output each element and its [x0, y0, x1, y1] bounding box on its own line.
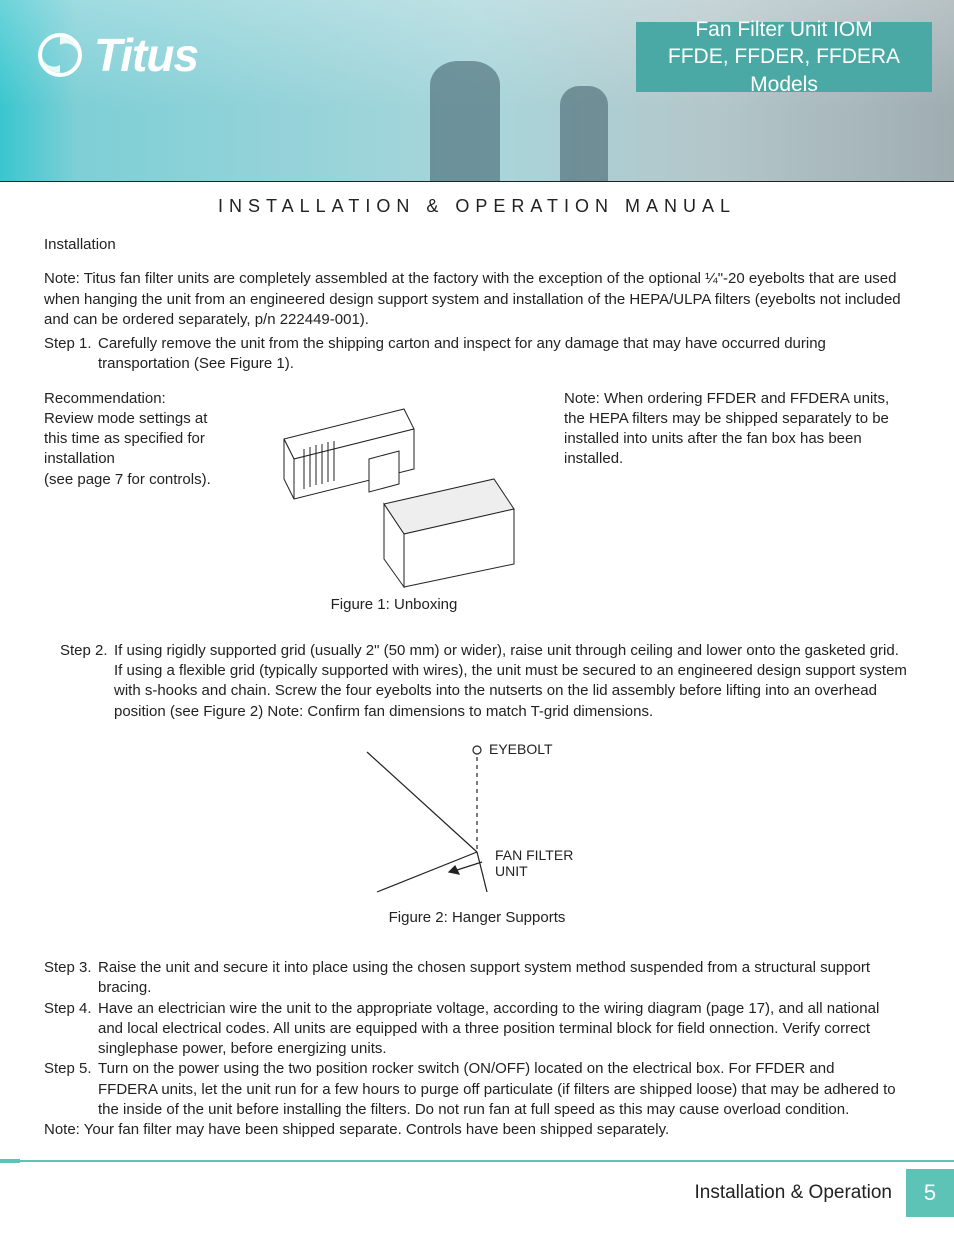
step-5: Step 5. Turn on the power using the two … [44, 1059, 910, 1079]
fig2-unit-label-l2: UNIT [495, 863, 528, 879]
footer-rule [20, 1160, 954, 1162]
fig2-eyebolt-label: EYEBOLT [489, 741, 553, 757]
swirl-icon [36, 31, 84, 79]
section-title: INSTALLATION & OPERATION MANUAL [0, 196, 954, 217]
figure1-row: Recommendation: Review mode settings at … [44, 389, 910, 615]
step3-cont: bracing. [98, 978, 910, 998]
installation-heading: Installation [44, 235, 910, 255]
header-banner: Titus Fan Filter Unit IOM FFDE, FFDER, F… [0, 0, 954, 182]
step4-text: Have an electrician wire the unit to the… [98, 999, 910, 1019]
step3-text: Raise the unit and secure it into place … [98, 958, 910, 978]
order-note: Note: When ordering FFDER and FFDERA uni… [554, 389, 910, 615]
footer-text: Installation & Operation [694, 1182, 892, 1204]
step4-label: Step 4. [44, 999, 98, 1019]
brand-text: Titus [94, 28, 198, 82]
step-1: Step 1. Carefully remove the unit from t… [44, 334, 910, 354]
step1-label: Step 1. [44, 334, 98, 354]
content-body: Installation Note: Titus fan filter unit… [0, 235, 954, 1140]
fig2-unit-label-l1: FAN FILTER [495, 847, 573, 863]
step2-text: If using rigidly supported grid (usually… [114, 641, 910, 722]
brand-logo: Titus [36, 28, 198, 82]
intro-note: Note: Titus fan filter units are complet… [44, 269, 910, 330]
page-number: 5 [906, 1169, 954, 1217]
figure2-hanger-diagram: EYEBOLT FAN FILTER UNIT [327, 732, 627, 902]
step1-text: Carefully remove the unit from the shipp… [98, 334, 910, 354]
step-2: Step 2. If using rigidly supported grid … [60, 641, 910, 722]
figure1-unboxing-diagram [254, 389, 534, 589]
step1-cont: transportation (See Figure 1). [98, 354, 910, 374]
step4-cont: and local electrical codes. All units ar… [98, 1019, 910, 1060]
step-3: Step 3. Raise the unit and secure it int… [44, 958, 910, 978]
figure1-caption: Figure 1: Unboxing [331, 595, 458, 615]
footer: Installation & Operation 5 [694, 1169, 954, 1217]
step-4: Step 4. Have an electrician wire the uni… [44, 999, 910, 1019]
title-box: Fan Filter Unit IOM FFDE, FFDER, FFDERA … [636, 22, 932, 92]
title-line1: Fan Filter Unit IOM [636, 16, 932, 43]
step3-label: Step 3. [44, 958, 98, 978]
step2-label: Step 2. [60, 641, 114, 722]
step5-cont: FFDERA units, let the unit run for a few… [98, 1080, 910, 1121]
step5-text: Turn on the power using the two position… [98, 1059, 910, 1079]
figure2-caption: Figure 2: Hanger Supports [389, 908, 566, 928]
step5-label: Step 5. [44, 1059, 98, 1079]
title-line2: FFDE, FFDER, FFDERA Models [636, 43, 932, 98]
final-note: Note: Your fan filter may have been ship… [44, 1120, 910, 1140]
recommendation-box: Recommendation: Review mode settings at … [44, 389, 234, 615]
footer-accent-block [0, 1159, 20, 1163]
